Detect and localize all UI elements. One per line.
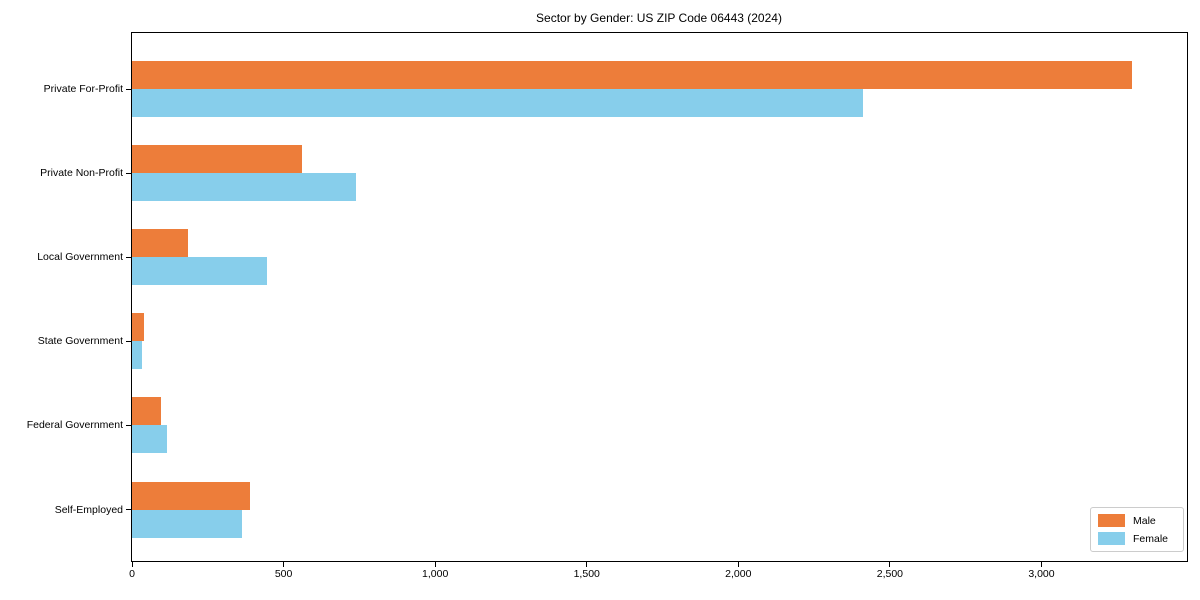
y-axis-tick (126, 172, 131, 174)
x-axis-label: 0 (129, 568, 135, 580)
x-axis-tick (586, 562, 588, 567)
y-axis-label: Self-Employed (54, 503, 123, 516)
bar-male-2 (132, 229, 189, 258)
y-axis-label: Private Non-Profit (40, 167, 123, 180)
x-axis-tick (434, 562, 436, 567)
bar-male-1 (132, 145, 302, 174)
bar-female-2 (132, 257, 268, 286)
y-axis-label: Local Government (37, 251, 123, 264)
bar-female-5 (132, 509, 243, 538)
bar-female-3 (132, 341, 142, 370)
x-axis-tick (283, 562, 285, 567)
y-axis-tick (126, 88, 131, 90)
y-axis-label: Private For-Profit (43, 83, 123, 95)
y-axis-tick (126, 256, 131, 258)
y-axis-tick (126, 509, 131, 510)
bar-female-4 (132, 425, 168, 454)
legend-entry-male: Male (1091, 514, 1183, 527)
x-axis-tick (737, 562, 739, 567)
bar-male-4 (132, 397, 162, 426)
x-axis-label: 1,500 (573, 568, 600, 580)
legend: Male Female (1090, 507, 1184, 552)
x-axis-label: 2,000 (725, 568, 752, 580)
bar-male-5 (132, 481, 251, 510)
legend-label-female: Female (1133, 532, 1169, 545)
legend-swatch-female (1098, 532, 1125, 545)
x-axis-label: 500 (274, 568, 293, 580)
x-axis-label: 2,500 (876, 568, 904, 580)
x-axis-label: 3,000 (1028, 568, 1055, 580)
bar-female-1 (132, 173, 356, 202)
x-axis-label: 1,000 (422, 568, 449, 580)
x-axis-tick (131, 562, 133, 567)
y-axis-label: State Government (37, 335, 123, 348)
y-axis-tick (126, 340, 131, 342)
bar-female-0 (132, 89, 863, 117)
bar-male-0 (132, 61, 1133, 89)
y-axis-tick (126, 424, 131, 426)
y-axis-label: Federal Government (26, 419, 123, 432)
x-axis-tick (889, 562, 891, 567)
plot-area: Private For-Profit Private Non-Profit Loca… (27, 32, 1188, 580)
legend-swatch-male (1098, 514, 1125, 527)
x-axis-tick (1040, 562, 1042, 567)
chart-title: Sector by Gender: US ZIP Code 06443 (202… (536, 11, 782, 25)
bar-male-3 (132, 313, 145, 342)
legend-label-male: Male (1133, 514, 1156, 527)
legend-entry-female: Female (1091, 532, 1183, 545)
